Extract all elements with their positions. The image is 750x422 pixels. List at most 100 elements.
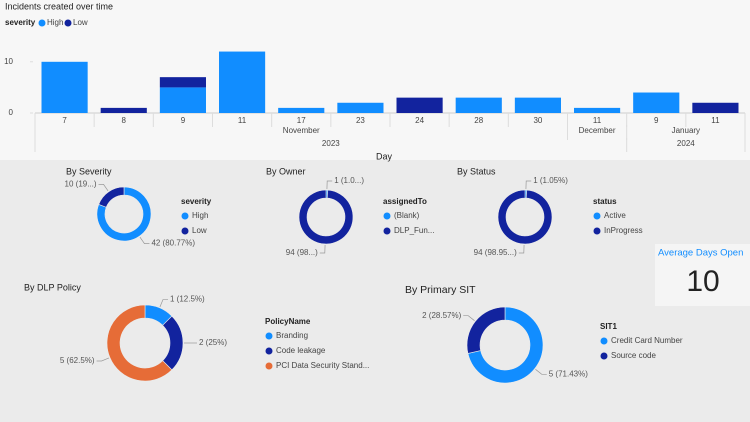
bar-segment (278, 107, 325, 113)
bar-segment (396, 97, 443, 113)
label-leader (98, 184, 109, 192)
group-label: December (579, 126, 616, 135)
legend-marker (383, 227, 391, 235)
data-label: 1 (1.05%) (533, 176, 568, 185)
bar-segment (692, 102, 739, 113)
legend-label: Active (604, 211, 626, 220)
legend-marker (181, 212, 189, 220)
group-label: November (283, 126, 320, 135)
x-tick-label: 24 (415, 116, 424, 125)
bar-segment (219, 51, 266, 113)
card-title: Average Days Open (658, 248, 743, 259)
chart-title: By Primary SIT (405, 284, 476, 296)
legend-marker (383, 212, 391, 220)
legend-label: Source code (611, 351, 656, 360)
data-label: 1 (1.0...) (334, 176, 364, 185)
x-tick-label: 30 (533, 116, 542, 125)
card-panel (655, 244, 750, 306)
legend-title: severity (5, 18, 36, 27)
donut-slice (162, 315, 184, 371)
label-leader (326, 180, 333, 190)
x-tick-label: 17 (297, 116, 306, 125)
bar-segment (514, 97, 561, 113)
legend-title: SIT1 (600, 322, 617, 331)
legend-label: Credit Card Number (611, 336, 683, 345)
donut-slice (98, 186, 125, 208)
bar-segment (455, 97, 502, 113)
bar-segment (159, 87, 206, 113)
x-tick-label: 23 (356, 116, 365, 125)
x-axis-title: Day (376, 151, 393, 161)
y-tick-label: 0 (9, 108, 14, 117)
chart-title: By Owner (266, 166, 306, 176)
data-label: 5 (71.43%) (549, 369, 588, 378)
data-label: 10 (19...) (65, 179, 97, 188)
legend-marker (38, 19, 46, 27)
bar-segment (100, 107, 147, 113)
chart-title: Incidents created over time (5, 1, 113, 11)
label-leader (518, 244, 525, 254)
group-label: 2024 (677, 139, 695, 148)
chart-title: By DLP Policy (24, 282, 81, 292)
x-tick-label: 11 (711, 116, 720, 125)
timeline-panel (0, 0, 750, 160)
x-tick-label: 28 (474, 116, 483, 125)
legend-label: Branding (276, 331, 308, 340)
label-leader (159, 299, 168, 308)
data-label: 1 (12.5%) (170, 295, 205, 304)
legend-marker (600, 337, 608, 345)
y-tick-label: 10 (4, 57, 13, 66)
donut-slice (466, 306, 506, 354)
legend-marker (265, 362, 273, 370)
label-leader (139, 236, 150, 244)
legend-label: High (47, 18, 63, 27)
bar-segment (337, 102, 384, 113)
x-tick-label: 9 (654, 116, 659, 125)
legend-label: (Blank) (394, 211, 420, 220)
group-label: January (672, 126, 700, 135)
card-value: 10 (686, 265, 719, 298)
legend-marker (600, 352, 608, 360)
legend-title: severity (181, 197, 212, 206)
legend-marker (265, 332, 273, 340)
legend-marker (64, 19, 72, 27)
legend-marker (265, 347, 273, 355)
chart-title: By Severity (66, 166, 112, 176)
legend-marker (181, 227, 189, 235)
label-leader (463, 315, 475, 321)
donut-slice (467, 306, 544, 384)
x-tick-label: 11 (593, 116, 602, 125)
donut-slice (96, 186, 152, 242)
data-label: 42 (80.77%) (151, 239, 195, 248)
legend-marker (593, 227, 601, 235)
legend-marker (593, 212, 601, 220)
legend-label: DLP_Fun... (394, 226, 434, 235)
chart-title: By Status (457, 166, 496, 176)
legend-label: PCI Data Security Stand... (276, 361, 369, 370)
data-label: 2 (25%) (199, 338, 227, 347)
x-tick-label: 7 (62, 116, 67, 125)
bar-segment (159, 77, 206, 88)
legend-title: status (593, 197, 617, 206)
label-leader (535, 369, 547, 375)
legend-label: Low (192, 226, 207, 235)
donut-slice (106, 304, 173, 382)
bar-segment (633, 92, 680, 113)
label-leader (525, 180, 532, 190)
donut-slice (497, 189, 553, 245)
data-label: 2 (28.57%) (422, 311, 461, 320)
bar-segment (574, 107, 621, 113)
legend-label: Low (73, 18, 88, 27)
legend-label: High (192, 211, 208, 220)
label-leader (96, 357, 110, 362)
x-tick-label: 8 (122, 116, 127, 125)
data-label: 94 (98.95...) (474, 248, 517, 257)
legend-title: PolicyName (265, 317, 311, 326)
x-tick-label: 11 (238, 116, 247, 125)
bar-segment (41, 61, 88, 113)
group-label: 2023 (322, 139, 340, 148)
data-label: 5 (62.5%) (60, 356, 95, 365)
label-leader (319, 244, 326, 254)
